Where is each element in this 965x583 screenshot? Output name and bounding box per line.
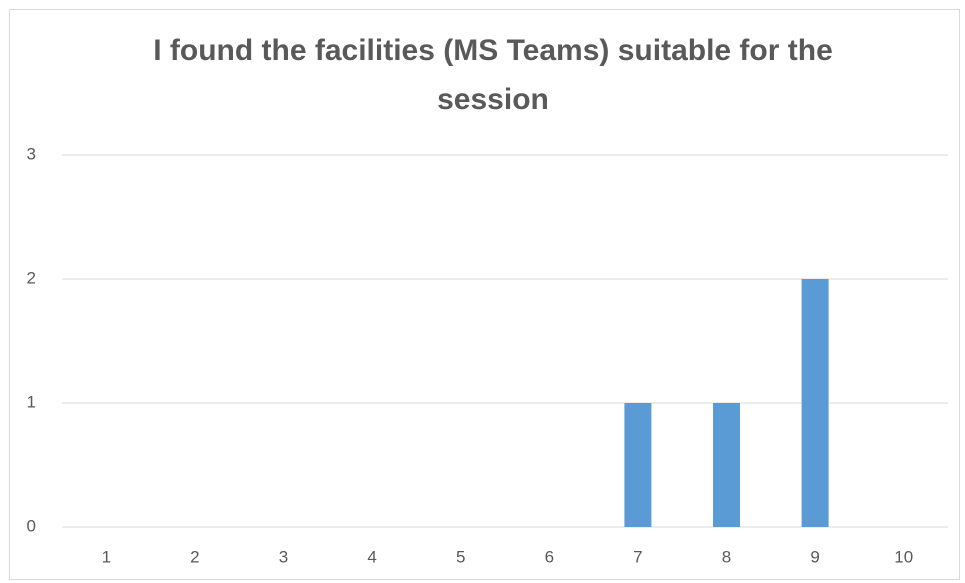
x-tick-label: 2 [190, 547, 199, 566]
x-tick-label: 8 [722, 547, 731, 566]
x-tick-label: 7 [633, 547, 642, 566]
bar [713, 403, 740, 527]
bar [624, 403, 652, 527]
y-tick-label: 3 [27, 144, 36, 163]
chart-title: I found the facilities (MS Teams) suitab… [153, 34, 833, 116]
x-tick-label: 10 [894, 547, 913, 566]
bar [801, 279, 829, 527]
y-tick-label: 0 [27, 516, 36, 535]
x-tick-label: 9 [810, 547, 819, 566]
x-tick-label: 4 [367, 547, 376, 566]
x-tick-label: 5 [456, 547, 465, 566]
chart-border [9, 9, 960, 580]
x-tick-label: 1 [102, 547, 111, 566]
y-tick-label: 1 [27, 392, 36, 411]
x-tick-label: 6 [545, 547, 554, 566]
x-tick-label: 3 [279, 547, 288, 566]
y-tick-label: 2 [27, 268, 36, 287]
